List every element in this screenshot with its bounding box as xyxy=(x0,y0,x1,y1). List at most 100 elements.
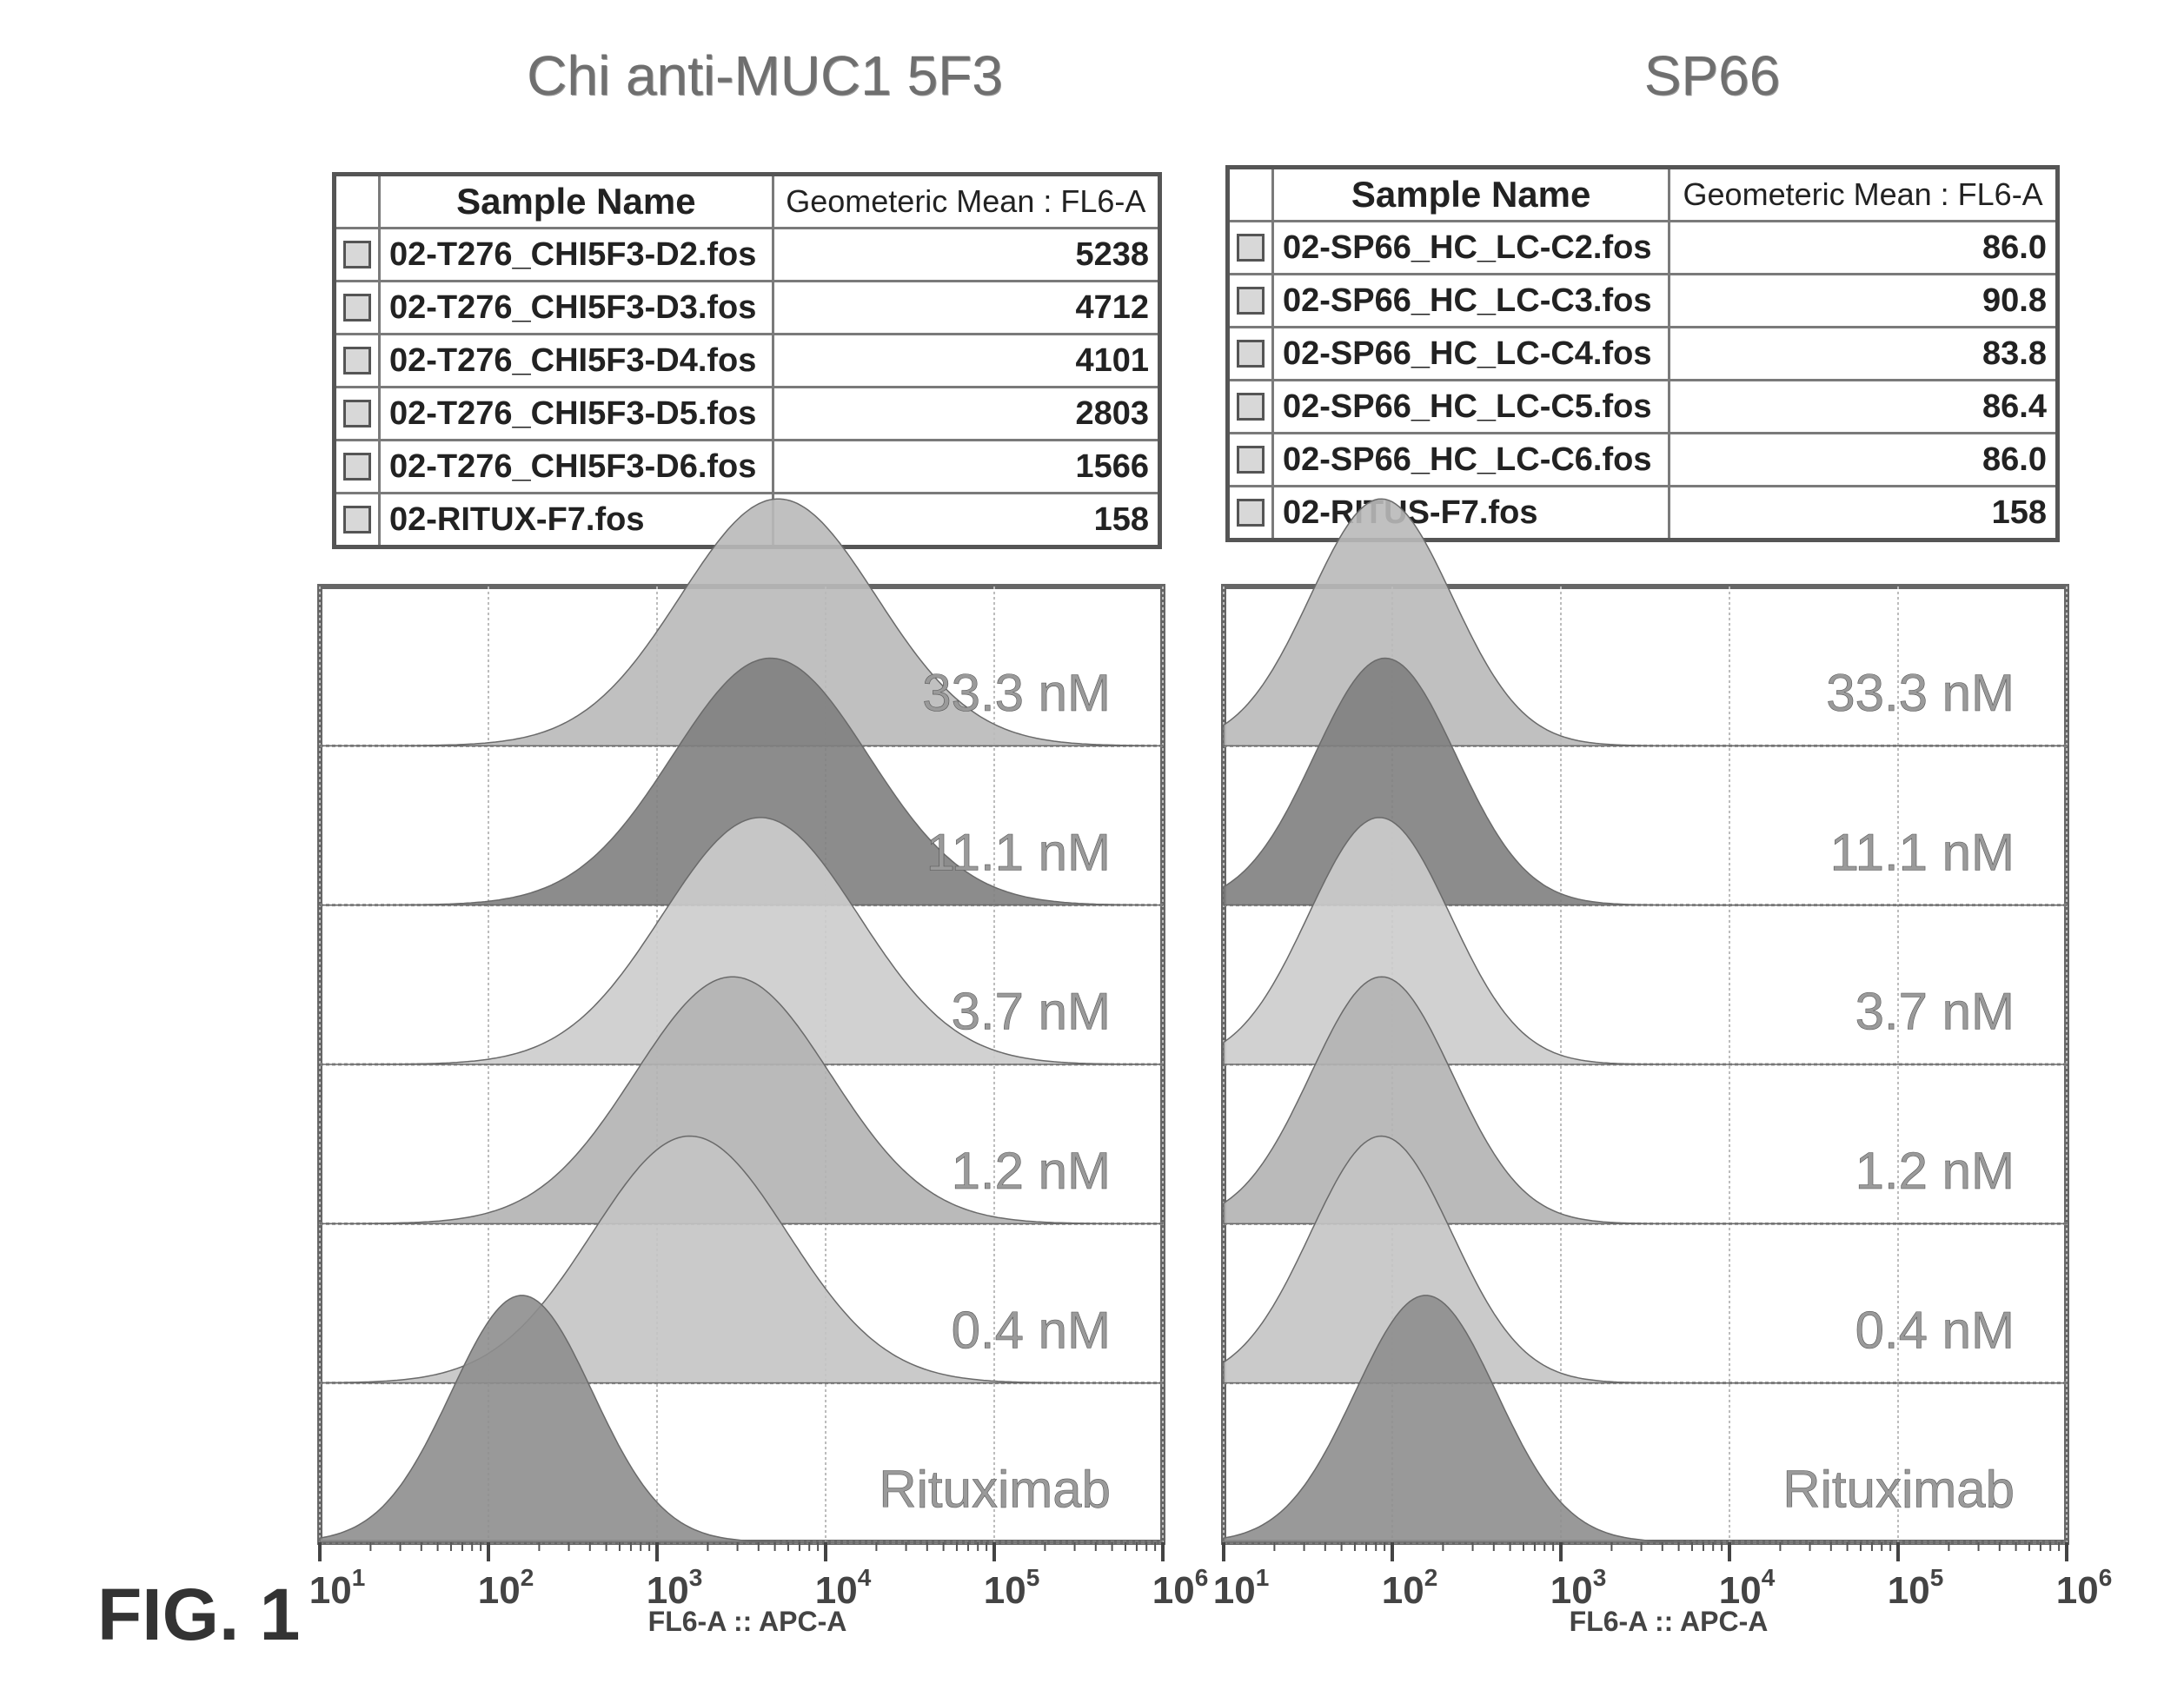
row-checkbox[interactable] xyxy=(343,241,371,268)
x-tick-label: 106 xyxy=(1152,1564,1209,1612)
sample-name-cell: 02-T276_CHI5F3-D2.fos xyxy=(378,227,774,282)
x-tick-exponent: 4 xyxy=(1762,1564,1776,1591)
geometric-mean-cell: 4712 xyxy=(771,280,1162,335)
table-row: 02-SP66_HC_LC-C2.fos 86.0 xyxy=(1226,220,2059,275)
histogram-panel-left: 33.3 nM 11.1 nM 3.7 nM 1.2 nM 0.4 nM Rituxima… xyxy=(309,498,1208,1612)
series-label: 0.4 nM xyxy=(1855,1301,2015,1359)
x-tick-label: 104 xyxy=(1719,1564,1776,1612)
header-checkbox-cell xyxy=(333,173,381,229)
row-checkbox-cell xyxy=(1226,220,1274,275)
series-label: 0.4 nM xyxy=(952,1301,1111,1359)
header-checkbox-cell xyxy=(1226,166,1274,222)
row-checkbox-cell xyxy=(333,492,381,548)
table-row: 02-RITUS-F7.fos 158 xyxy=(1226,485,2059,541)
sample-name-cell: 02-T276_CHI5F3-D4.fos xyxy=(378,333,774,388)
sample-name-cell: 02-SP66_HC_LC-C4.fos xyxy=(1271,326,1671,381)
series-label: 1.2 nM xyxy=(952,1142,1111,1200)
row-checkbox-cell xyxy=(1226,326,1274,381)
table-header-row: Sample Name Geometeric Mean : FL6-A xyxy=(333,173,1162,229)
row-checkbox[interactable] xyxy=(1237,446,1265,474)
row-checkbox-cell xyxy=(333,386,381,441)
row-checkbox[interactable] xyxy=(343,506,371,534)
row-checkbox[interactable] xyxy=(343,347,371,374)
series-label: 3.7 nM xyxy=(1855,983,2015,1041)
sample-name-cell: 02-T276_CHI5F3-D6.fos xyxy=(378,439,774,494)
x-tick-label: 103 xyxy=(647,1564,703,1612)
table-row: 02-T276_CHI5F3-D2.fos 5238 xyxy=(333,227,1162,282)
column-header-sample-name: Sample Name xyxy=(378,173,774,229)
histogram-curve xyxy=(1223,976,2068,1225)
series-label: Rituximab xyxy=(1782,1461,2015,1519)
histogram-curve xyxy=(1223,1295,2067,1543)
geometric-mean-cell: 86.0 xyxy=(1668,220,2059,275)
x-tick-exponent: 1 xyxy=(352,1564,366,1591)
x-tick-exponent: 6 xyxy=(1195,1564,1209,1591)
x-tick-label: 105 xyxy=(984,1564,1040,1612)
row-checkbox-cell xyxy=(333,280,381,335)
row-checkbox[interactable] xyxy=(343,453,371,480)
row-checkbox[interactable] xyxy=(1237,393,1265,421)
panel-title-right: SP66 xyxy=(1643,44,1781,107)
table-row: 02-T276_CHI5F3-D6.fos 1566 xyxy=(333,439,1162,494)
table-row: 02-SP66_HC_LC-C6.fos 86.0 xyxy=(1226,432,2059,487)
x-tick-label: 103 xyxy=(1550,1564,1607,1612)
series-label: 1.2 nM xyxy=(1855,1142,2015,1200)
table-header-row: Sample Name Geometeric Mean : FL6-A xyxy=(1226,166,2059,222)
series-label: 33.3 nM xyxy=(922,664,1111,722)
histogram-curve xyxy=(1223,498,2068,747)
geometric-mean-cell: 83.8 xyxy=(1668,326,2059,381)
sample-table-left: Sample Name Geometeric Mean : FL6-A 02-T… xyxy=(332,172,1162,549)
row-checkbox-cell xyxy=(1226,432,1274,487)
geometric-mean-cell: 5238 xyxy=(771,227,1162,282)
x-tick-label: 102 xyxy=(1382,1564,1438,1612)
histogram-curve xyxy=(320,817,1164,1065)
geometric-mean-cell: 90.8 xyxy=(1668,273,2059,328)
table-row: 02-SP66_HC_LC-C3.fos 90.8 xyxy=(1226,273,2059,328)
series-label: 11.1 nM xyxy=(926,823,1111,881)
panel-title-left: Chi anti-MUC1 5F3 xyxy=(527,44,1003,107)
histogram-curve xyxy=(319,657,1164,906)
row-checkbox[interactable] xyxy=(1237,287,1265,315)
x-tick-label: 101 xyxy=(1213,1564,1270,1612)
row-checkbox[interactable] xyxy=(343,400,371,427)
x-tick-label: 106 xyxy=(2056,1564,2113,1612)
histogram-curve xyxy=(1223,657,2068,906)
histogram-curve xyxy=(319,976,1164,1225)
geometric-mean-cell: 4101 xyxy=(771,333,1162,388)
table-row: 02-SP66_HC_LC-C4.fos 83.8 xyxy=(1226,326,2059,381)
x-axis-label-left: FL6-A :: APC-A xyxy=(647,1606,847,1637)
x-tick-exponent: 3 xyxy=(1593,1564,1607,1591)
x-axis-label-right: FL6-A :: APC-A xyxy=(1569,1606,1769,1637)
sample-table-right: Sample Name Geometeric Mean : FL6-A 02-S… xyxy=(1225,165,2060,542)
row-checkbox-cell xyxy=(333,333,381,388)
row-checkbox[interactable] xyxy=(1237,340,1265,368)
x-tick-exponent: 2 xyxy=(521,1564,534,1591)
geometric-mean-cell: 1566 xyxy=(771,439,1162,494)
sample-name-cell: 02-RITUX-F7.fos xyxy=(378,492,774,548)
row-checkbox[interactable] xyxy=(343,294,371,321)
x-tick-exponent: 1 xyxy=(1256,1564,1270,1591)
geometric-mean-cell: 86.0 xyxy=(1668,432,2059,487)
geometric-mean-cell: 2803 xyxy=(771,386,1162,441)
x-tick-label: 104 xyxy=(815,1564,872,1612)
geometric-mean-cell: 158 xyxy=(1668,485,2059,541)
row-checkbox-cell xyxy=(1226,273,1274,328)
column-header-geometric-mean: Geometeric Mean : FL6-A xyxy=(771,173,1162,229)
x-tick-exponent: 5 xyxy=(1026,1564,1040,1591)
histogram-curve xyxy=(319,1295,1163,1543)
x-tick-exponent: 2 xyxy=(1424,1564,1438,1591)
column-header-geometric-mean: Geometeric Mean : FL6-A xyxy=(1668,166,2059,222)
table-row: 02-SP66_HC_LC-C5.fos 86.4 xyxy=(1226,379,2059,434)
column-header-sample-name: Sample Name xyxy=(1271,166,1671,222)
table-row: 02-T276_CHI5F3-D4.fos 4101 xyxy=(333,333,1162,388)
table-row: 02-T276_CHI5F3-D5.fos 2803 xyxy=(333,386,1162,441)
series-label: 33.3 nM xyxy=(1826,664,2015,722)
x-tick-exponent: 4 xyxy=(858,1564,872,1591)
sample-name-cell: 02-RITUS-F7.fos xyxy=(1271,485,1671,541)
sample-name-cell: 02-SP66_HC_LC-C3.fos xyxy=(1271,273,1671,328)
row-checkbox-cell xyxy=(1226,379,1274,434)
row-checkbox[interactable] xyxy=(1237,234,1265,262)
x-tick-label: 105 xyxy=(1888,1564,1944,1612)
sample-name-cell: 02-SP66_HC_LC-C2.fos xyxy=(1271,220,1671,275)
row-checkbox[interactable] xyxy=(1237,499,1265,527)
